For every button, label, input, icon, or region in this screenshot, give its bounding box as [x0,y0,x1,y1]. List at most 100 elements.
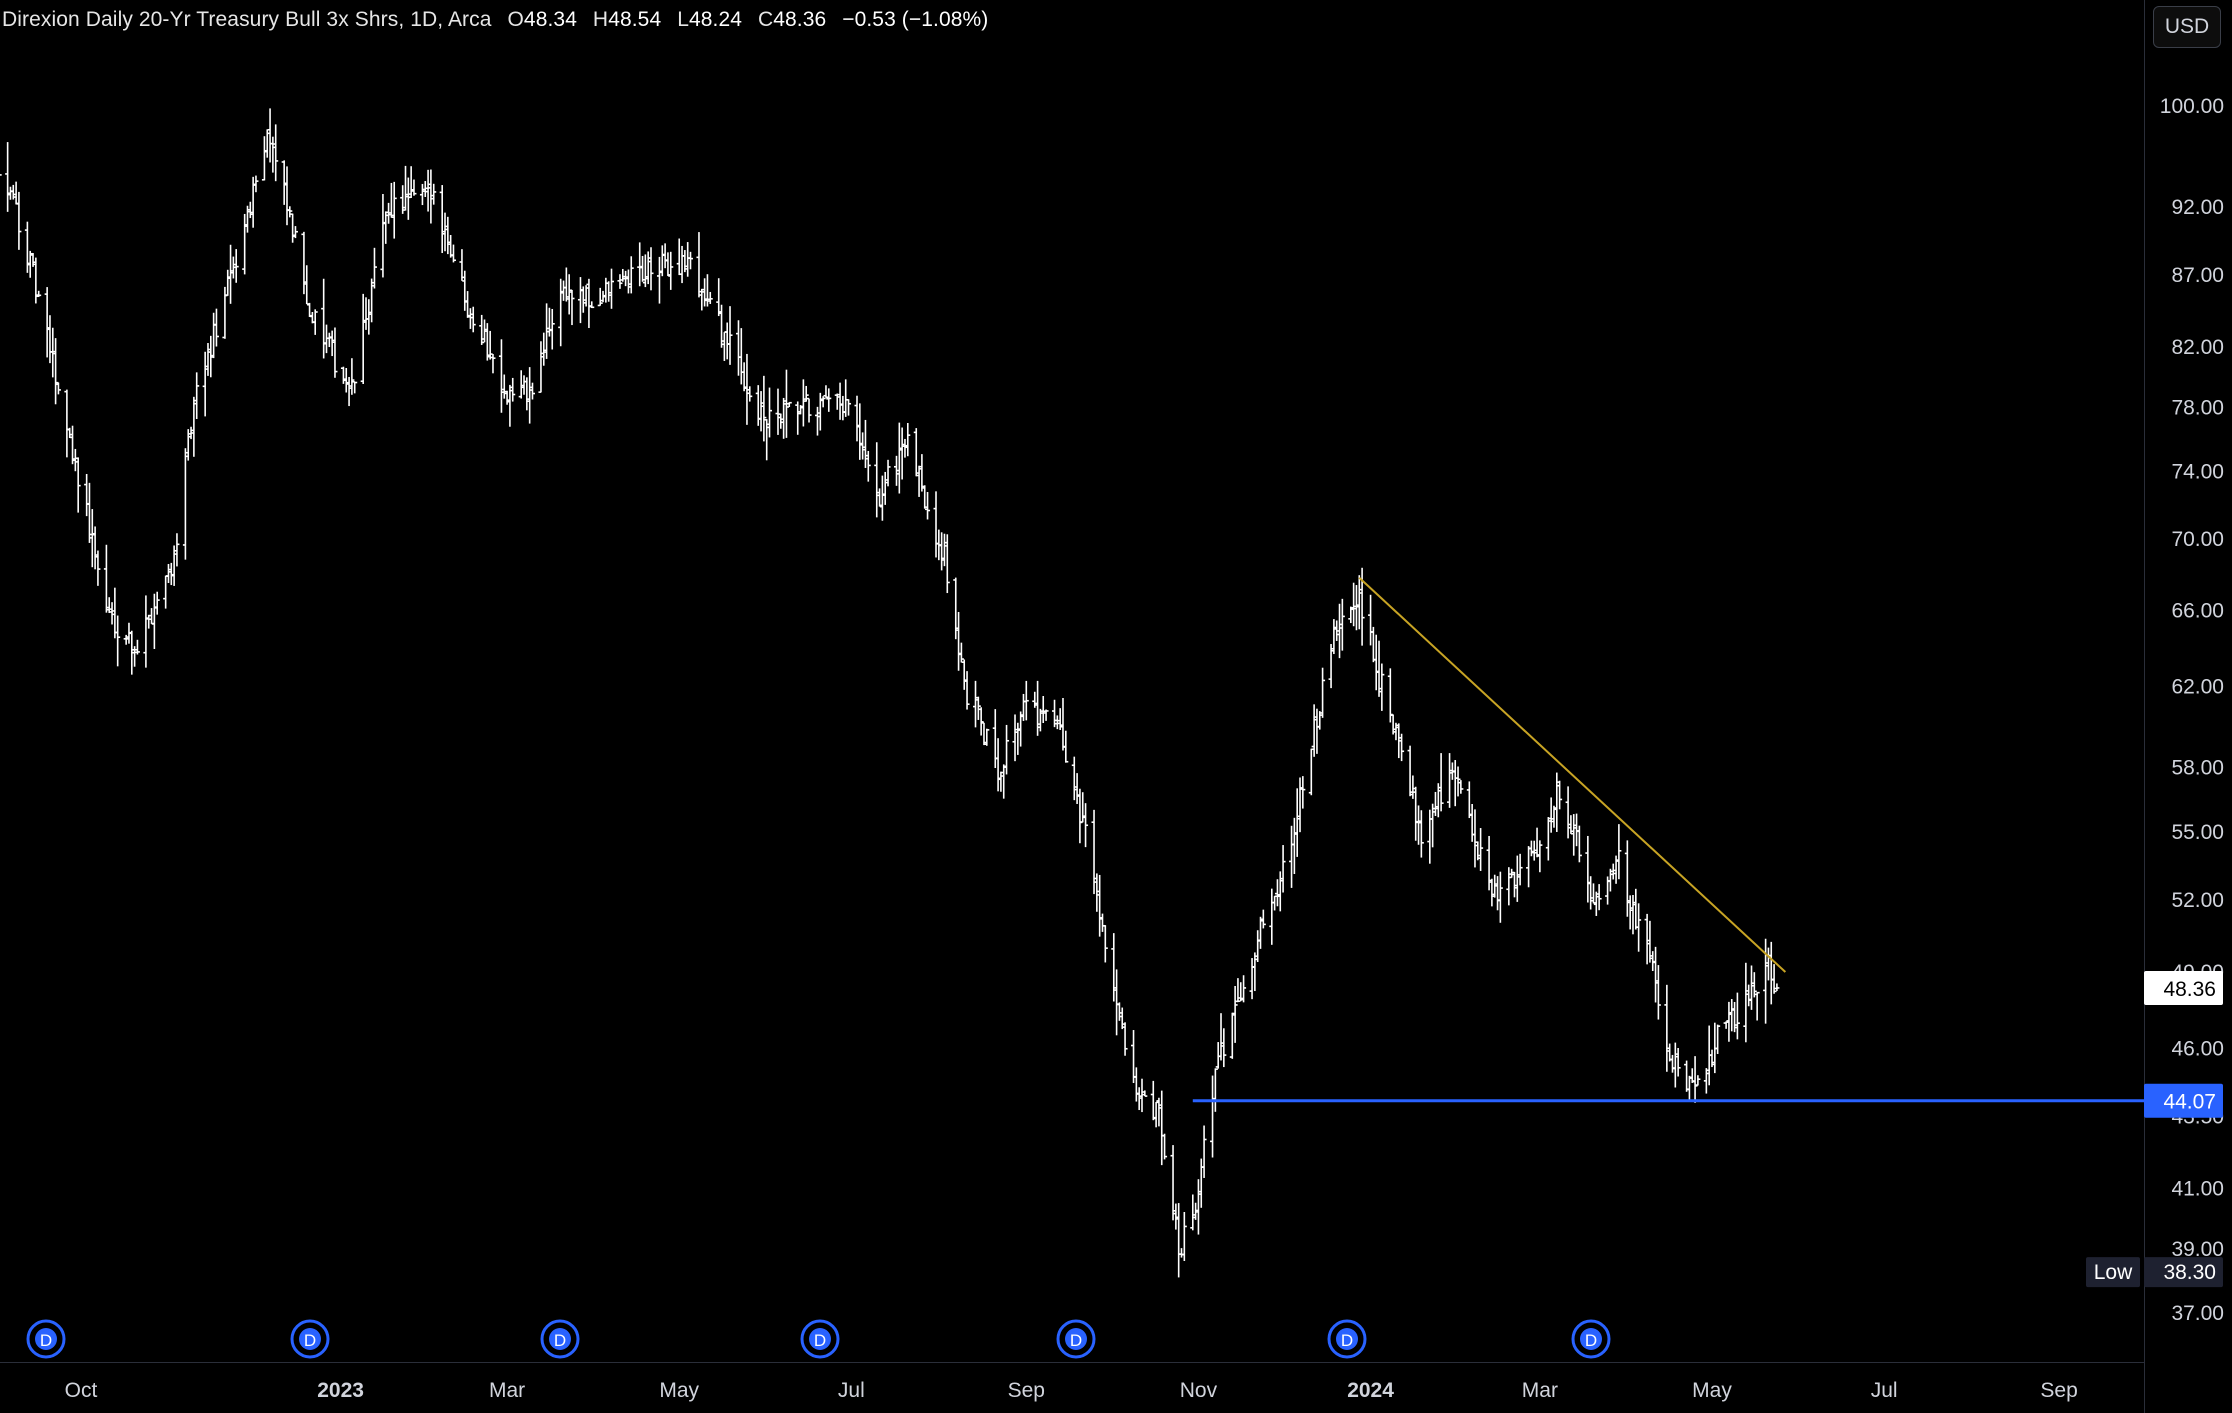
ohlc-bar [978,707,984,736]
low-label-text: Low [2094,1261,2133,1284]
dividend-label: D [814,1331,826,1350]
drawings[interactable] [1192,577,2144,1103]
resistance-trend-line[interactable] [1358,577,1787,973]
ohlc-bar [648,247,654,291]
ohlc-bar [450,244,456,263]
symbol-title[interactable]: Direxion Daily 20-Yr Treasury Bull 3x Sh… [2,8,492,31]
line-price-box [2144,1083,2223,1118]
currency-button[interactable]: USD [2153,6,2221,48]
dividend-dot [809,1328,831,1350]
price-tick-label: 74.00 [2171,461,2224,484]
ohlc-bar [786,401,792,407]
ohlc-bar [608,268,614,309]
ohlc-bar [803,385,809,402]
ohlc-bar [1734,992,1740,1040]
ohlc-bar [75,457,81,513]
ohlc-bar [1478,828,1484,871]
dividend-label: D [40,1331,52,1350]
ohlc-bar [1455,766,1461,797]
dividend-dot [299,1328,321,1350]
time-tick-label: Oct [65,1379,98,1402]
dividend-label: D [1585,1331,1597,1350]
ohlc-bar [1280,845,1286,893]
price-tick-label: 92.00 [2171,196,2224,219]
low-label-box [2086,1257,2140,1288]
time-tick-label: Jul [1871,1379,1898,1402]
low-label: L [677,8,689,31]
change-value: −0.53 (−1.08%) [842,8,989,31]
ohlc-bar [767,387,773,438]
ohlc-bar [431,183,437,205]
ohlc-bar [707,291,713,304]
ohlc-bar [1771,964,1777,994]
ohlc-bar [589,301,595,309]
ohlc-bar [1438,753,1444,812]
ohlc-bar [529,382,535,400]
time-tick-label: Mar [489,1379,525,1402]
ohlc-bar [925,491,931,520]
dividend-dot [1336,1328,1358,1350]
ohlc-bar [688,251,694,270]
ohlc-bar [1557,780,1563,810]
ohlc-bar [1751,972,1757,998]
ohlc-bar [411,179,417,196]
ohlc-bar [349,358,355,395]
ohlc-bar [1102,924,1108,963]
ohlc-bar [332,327,338,378]
dividend-marker[interactable]: D [1327,1319,1367,1359]
dividend-marker[interactable]: D [1571,1319,1611,1359]
dividend-dot [1065,1328,1087,1350]
ohlc-bar [1418,810,1424,858]
ohlc-bar [1497,871,1503,923]
ohlc-bar [820,396,826,408]
ohlc-bar [761,375,767,442]
ohlc-bar [1715,1024,1721,1054]
ohlc-bar [1774,983,1780,991]
dividend-dot [1580,1328,1602,1350]
dividend-marker[interactable]: D [1056,1319,1096,1359]
time-tick-label: Nov [1180,1379,1218,1402]
dividend-marker[interactable]: D [540,1319,580,1359]
price-tick-label: 87.00 [2171,264,2224,287]
price-axis[interactable]: 100.00 92.00 87.00 82.00 78.00 74.00 70.00 66.0… [2160,95,2224,1325]
last-price-box [2144,970,2223,1005]
price-labels: 48.36 44.07 Low 38.30 [2086,970,2223,1288]
high-value: 48.54 [608,8,662,31]
dividend-marker[interactable]: D [26,1319,66,1359]
ohlc-bar [1695,1075,1701,1086]
dividend-label: D [1070,1331,1082,1350]
price-tick-label: 58.00 [2171,756,2224,779]
ohlc-bar [885,459,891,487]
ohlc-bar [194,372,200,419]
time-axis[interactable]: Oct 2023 Mar May Jul Sep Nov 2024 Mar May Jul Sep [65,1379,2078,1402]
ohlc-bar [1083,803,1089,848]
ohlc-bar [1201,1125,1207,1178]
ohlc-bar [115,615,121,667]
dividend-marker[interactable]: D [290,1319,330,1359]
high-label: H [592,8,609,31]
price-tick-label: 62.00 [2171,675,2224,698]
ohlc-bars [0,108,1780,1278]
ohlc-bar [846,399,852,416]
price-label-last-price: 48.36 [2144,970,2223,1005]
ohlc-bar [975,696,981,720]
price-tick-label: 39.00 [2171,1238,2224,1261]
ohlc-bar [1043,709,1049,721]
ohlc-bar [1754,991,1760,1021]
ohlc-bar [1655,965,1661,1020]
ohlc-bar [292,226,298,239]
ohlc-bar [253,175,259,193]
price-tick-label: 37.00 [2171,1302,2224,1325]
ohlc-bar [1004,724,1010,775]
ohlc-bar [597,287,603,307]
ohlc-bar [1142,1090,1148,1097]
ohlc-bar [287,206,293,218]
ohlc-bar [1300,776,1306,809]
ohlc-bar [1596,884,1602,911]
dividend-marker[interactable]: D [800,1319,840,1359]
ohlc-bar [727,306,733,365]
ohlc-bar [1235,978,1241,1003]
